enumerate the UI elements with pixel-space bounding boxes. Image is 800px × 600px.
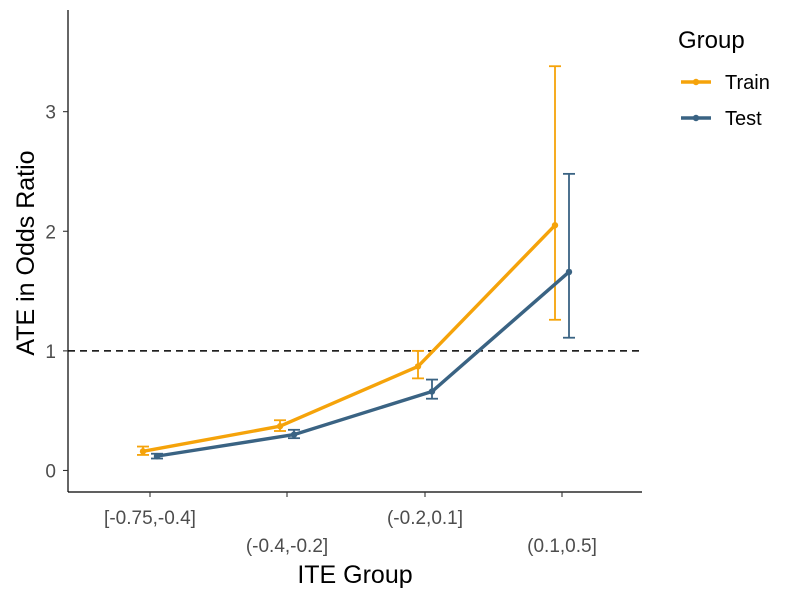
y-tick-label: 0 xyxy=(45,461,56,482)
y-tick-label: 2 xyxy=(45,222,56,243)
x-tick-label: (0.1,0.5] xyxy=(527,536,597,557)
legend-label: Test xyxy=(725,108,762,130)
y-tick-label: 3 xyxy=(45,103,56,124)
y-axis-title: ATE in Odds Ratio xyxy=(12,150,40,355)
legend: Group Train Test xyxy=(678,27,770,130)
error-bar-train xyxy=(549,65,561,321)
legend-title: Group xyxy=(678,27,745,54)
data-point-train xyxy=(414,363,422,370)
series-line-train xyxy=(142,224,557,454)
data-point-train xyxy=(276,423,284,430)
data-point-train xyxy=(551,222,559,229)
x-axis-title: ITE Group xyxy=(297,561,412,589)
data-point-test xyxy=(428,388,436,395)
y-tick-label: 1 xyxy=(45,342,56,363)
legend-key-point xyxy=(692,114,700,122)
data-point-train xyxy=(139,448,147,455)
plot-area: 0 1 2 3 [-0.75,-0.4] (-0.4,-0.2] (-0.2,0.1] (0.… xyxy=(45,10,642,557)
legend-item-train: Train xyxy=(681,72,770,94)
data-point-test xyxy=(153,452,161,460)
error-bar-test xyxy=(563,172,575,339)
x-tick-label: [-0.75,-0.4] xyxy=(104,508,196,529)
x-tick-label: (-0.2,0.1] xyxy=(387,508,463,529)
legend-key-point xyxy=(692,78,700,86)
series-line-test xyxy=(156,270,571,458)
data-point-test xyxy=(290,431,298,438)
data-point-test xyxy=(565,268,573,276)
legend-label: Train xyxy=(725,72,770,94)
x-tick-label: (-0.4,-0.2] xyxy=(246,536,328,557)
legend-item-test: Test xyxy=(681,108,762,130)
